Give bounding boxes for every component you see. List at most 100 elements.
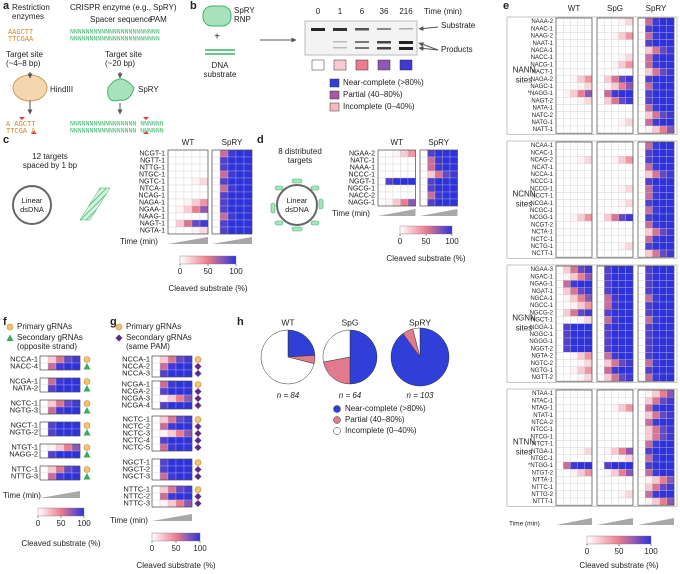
heatmap-cell xyxy=(392,149,401,158)
heatmap-cell xyxy=(637,330,646,339)
heatmap-cell xyxy=(652,235,660,243)
heatmap-cell xyxy=(652,104,660,112)
heatmap-cell xyxy=(570,89,578,98)
row-label: NGCT-1 xyxy=(531,318,554,324)
heatmap-cell xyxy=(211,156,221,165)
heatmap-cell xyxy=(570,125,578,134)
heatmap-cell xyxy=(596,235,605,243)
heatmap-cell xyxy=(625,199,634,207)
heatmap-cell xyxy=(555,170,564,179)
heatmap-cell xyxy=(637,316,646,324)
heatmap-cell xyxy=(570,249,578,258)
heatmap-cell xyxy=(637,53,646,62)
heatmap-cell xyxy=(637,454,646,463)
heatmap-cell xyxy=(652,46,660,55)
heatmap-cell xyxy=(652,359,660,367)
heatmap-cell xyxy=(570,17,578,26)
heatmap-cell xyxy=(392,163,401,172)
heatmap-cell xyxy=(151,436,161,445)
heatmap-cell xyxy=(666,366,675,375)
heatmap-cell xyxy=(563,359,571,367)
row-label: NTGA-1 xyxy=(531,449,554,455)
pie-slice xyxy=(323,356,351,385)
heatmap-cell xyxy=(637,323,646,331)
heatmap-cell xyxy=(449,191,458,200)
heatmap-cell xyxy=(618,242,626,251)
heatmap-cell xyxy=(625,352,634,360)
heatmap-cell xyxy=(175,499,185,508)
heatmap-cell xyxy=(47,362,57,371)
row-label: NACC-1 xyxy=(531,55,554,61)
heatmap-cell xyxy=(645,61,653,69)
heatmap-cell xyxy=(584,345,593,353)
secondary-marker xyxy=(194,395,202,402)
heatmap-cell xyxy=(183,205,193,214)
heatmap-cell xyxy=(563,192,571,200)
secondary-marker xyxy=(83,407,91,414)
heatmap-cell xyxy=(563,454,571,463)
heatmap-cell xyxy=(563,199,571,207)
heatmap-cell xyxy=(159,415,169,424)
secondary-marker xyxy=(83,385,91,392)
heatmap-cell xyxy=(659,75,667,83)
heatmap-cell xyxy=(645,440,653,448)
heatmap-cell xyxy=(570,265,578,274)
heatmap-cell xyxy=(211,191,221,200)
heatmap-cell xyxy=(191,226,201,235)
heatmap-cell xyxy=(666,235,675,243)
heatmap-cell xyxy=(563,111,571,119)
heatmap-cell xyxy=(652,192,660,200)
heatmap-cell xyxy=(235,149,245,158)
heatmap-cell xyxy=(151,422,161,431)
time-wedge xyxy=(638,518,674,525)
heatmap-cell xyxy=(637,461,646,470)
heatmap-cell xyxy=(584,352,593,360)
heatmap-cell xyxy=(611,418,619,427)
heatmap-cell xyxy=(604,497,612,506)
heatmap-cell xyxy=(645,213,653,222)
heatmap-cell xyxy=(666,46,675,55)
heatmap-cell xyxy=(191,163,201,172)
heatmap-cell xyxy=(570,68,578,76)
heatmap-cell xyxy=(666,337,675,346)
heatmap-cell xyxy=(235,212,245,221)
heatmap-cell xyxy=(555,397,564,405)
primary-marker xyxy=(83,400,91,407)
heatmap-cell xyxy=(604,404,612,412)
heatmap-cell xyxy=(611,294,619,303)
heatmap-cell xyxy=(618,359,626,367)
heatmap-cell xyxy=(400,149,409,158)
heatmap-cell xyxy=(596,249,605,258)
heatmap-cell xyxy=(563,125,571,134)
heatmap-frame xyxy=(151,458,193,481)
heatmap-cell xyxy=(577,206,585,215)
heatmap-cell xyxy=(596,32,605,40)
heatmap-cell xyxy=(563,440,571,448)
heatmap-cell xyxy=(659,206,667,215)
row-label: NCAC-1 xyxy=(531,150,554,156)
heatmap-cell xyxy=(167,226,177,235)
heatmap-cell xyxy=(555,309,564,317)
heatmap-cell xyxy=(618,337,626,346)
heatmap-cell xyxy=(652,149,660,157)
heatmap-cell xyxy=(211,219,221,228)
heatmap-cell xyxy=(555,242,564,251)
heatmap-cell xyxy=(563,185,571,193)
heatmap-cell xyxy=(618,156,626,164)
heatmap-cell xyxy=(666,97,675,105)
heatmap-cell xyxy=(167,458,177,467)
heatmap-cell xyxy=(563,323,571,331)
heatmap-cell xyxy=(618,366,626,375)
heatmap-cell xyxy=(596,199,605,207)
heatmap-cell xyxy=(427,163,436,172)
heatmap-cell xyxy=(577,46,585,55)
heatmap-cell xyxy=(604,32,612,40)
heatmap-cell xyxy=(637,213,646,222)
heatmap-cell xyxy=(666,373,675,382)
heatmap-cell xyxy=(442,170,451,179)
heatmap-cell xyxy=(39,472,49,481)
heatmap-cell xyxy=(618,476,626,484)
heatmap-cell xyxy=(151,394,161,403)
label: Secondary gRNAs xyxy=(17,333,83,342)
heatmap-cell xyxy=(666,352,675,360)
